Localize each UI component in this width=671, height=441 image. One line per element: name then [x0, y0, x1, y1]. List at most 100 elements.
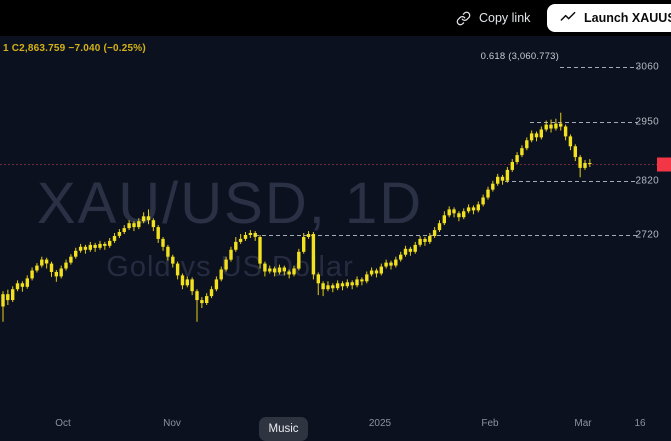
- quote-line: 1 C2,863.759 −7.040 (−0.25%): [3, 43, 146, 54]
- candle-body: [544, 124, 548, 130]
- candle-body: [549, 124, 553, 129]
- candle-body: [306, 234, 311, 237]
- candle-body: [146, 216, 151, 221]
- candle-body: [360, 279, 364, 282]
- candle-body: [103, 243, 107, 246]
- candle-body: [321, 283, 325, 290]
- candle-body: [297, 251, 301, 269]
- candle-body: [282, 267, 286, 272]
- candle-body: [326, 285, 330, 290]
- time-tick: Feb: [481, 418, 499, 429]
- time-axis[interactable]: Oct Nov 2025 Feb Mar 16: [0, 413, 671, 435]
- candle-body: [88, 244, 92, 250]
- candle-body: [238, 238, 243, 242]
- candle-body: [253, 233, 257, 237]
- candle-body: [525, 140, 529, 149]
- candle-body: [505, 169, 510, 181]
- candle-body: [432, 230, 437, 236]
- candle-body: [1, 294, 5, 307]
- candle-body: [466, 207, 471, 212]
- launch-button-label: Launch XAUUSDM: [584, 11, 671, 25]
- candle-body: [117, 232, 122, 236]
- candle-body: [258, 237, 262, 264]
- candle-body: [374, 270, 379, 274]
- candle-body: [78, 246, 83, 251]
- candle-body: [423, 238, 427, 242]
- candle-body: [35, 265, 39, 271]
- candle-body: [25, 278, 29, 287]
- copy-link-label: Copy link: [479, 11, 531, 25]
- price-tick: 2720: [635, 229, 659, 241]
- candle-body: [98, 243, 102, 248]
- candle-body: [316, 274, 320, 284]
- candle-body: [30, 270, 34, 279]
- candle-body: [180, 275, 185, 286]
- candle-body: [399, 254, 403, 260]
- candle-body: [263, 263, 267, 272]
- candle-body: [534, 133, 539, 138]
- candle-body: [437, 223, 442, 231]
- candle-body: [471, 207, 476, 211]
- link-icon: [456, 11, 471, 26]
- candle-body: [394, 259, 398, 266]
- candle-body: [132, 223, 136, 228]
- price-axis[interactable]: 3060 2950 2820 2720: [611, 0, 671, 435]
- trend-line-icon: [560, 10, 576, 26]
- copy-link-button[interactable]: Copy link: [456, 0, 530, 36]
- candle-body: [520, 148, 524, 156]
- candle-body: [588, 163, 592, 164]
- launch-symbol-button[interactable]: Launch XAUUSDM: [547, 4, 671, 32]
- candle-body: [583, 163, 587, 168]
- candle-body: [491, 183, 495, 190]
- candle-body: [486, 189, 490, 198]
- time-tick: Mar: [574, 418, 592, 429]
- time-tick: 2025: [368, 418, 392, 429]
- price-tick: 3060: [635, 61, 659, 73]
- candle-body: [365, 274, 369, 282]
- candle-body: [335, 283, 340, 289]
- candle-body: [20, 283, 25, 287]
- candle-body: [350, 282, 354, 286]
- candle-body: [54, 272, 58, 277]
- candle-body: [529, 133, 534, 141]
- top-bar: Copy link Launch XAUUSDM: [0, 0, 671, 36]
- music-overlay-button[interactable]: Music: [259, 417, 308, 441]
- candle-body: [209, 289, 214, 297]
- candle-body: [185, 279, 189, 286]
- candle-body: [462, 211, 466, 218]
- candle-body: [190, 279, 194, 292]
- candle-body: [234, 241, 238, 250]
- candle-body: [292, 268, 296, 275]
- candle-body: [83, 246, 88, 250]
- candle-body: [340, 283, 345, 287]
- candle-body: [515, 155, 519, 162]
- candle-body: [195, 291, 199, 301]
- candle-body: [355, 279, 359, 286]
- candle-body: [554, 123, 558, 129]
- candle-body: [331, 285, 335, 289]
- candle-body: [137, 221, 141, 228]
- candle-body: [452, 209, 456, 214]
- music-overlay-label: Music: [268, 423, 299, 435]
- candle-body: [108, 240, 112, 246]
- candle-body: [578, 157, 582, 168]
- watermark-symbol: XAU/USD, 1D: [36, 171, 424, 236]
- candle-body: [243, 235, 248, 239]
- candle-body: [403, 248, 408, 255]
- candle-body: [224, 259, 228, 270]
- candle-body: [563, 126, 568, 137]
- candle-body: [311, 234, 316, 275]
- time-tick: Nov: [163, 418, 181, 429]
- candle-body: [248, 233, 253, 235]
- candle-body: [74, 250, 78, 257]
- candle-body: [413, 244, 417, 252]
- candle-body: [268, 268, 272, 272]
- candle-body: [151, 220, 156, 228]
- candle-body: [384, 262, 388, 267]
- candle-body: [379, 266, 383, 274]
- candle-body: [442, 215, 446, 224]
- candle-body: [44, 259, 49, 264]
- candle-body: [457, 213, 461, 218]
